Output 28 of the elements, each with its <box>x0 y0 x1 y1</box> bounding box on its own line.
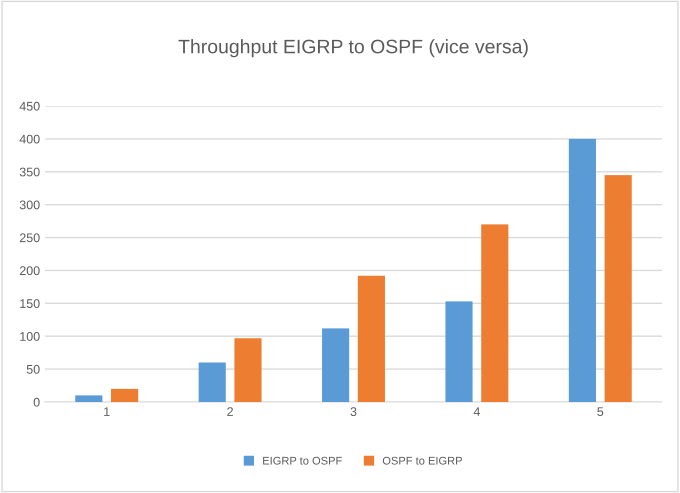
bar <box>604 175 632 402</box>
bar <box>568 138 596 402</box>
y-tick-label: 400 <box>20 134 40 144</box>
y-tick-label: 350 <box>20 168 40 176</box>
y-tick-label: 0 <box>34 398 40 407</box>
y-tick-label: 100 <box>20 332 40 341</box>
bar <box>234 338 262 402</box>
y-tick-label: 50 <box>26 364 40 374</box>
y-tick-label: 150 <box>20 299 40 308</box>
bar <box>481 224 508 402</box>
y-tick-label: 200 <box>20 266 40 276</box>
x-tick-label: 4 <box>474 407 480 416</box>
x-tick-label: 3 <box>350 407 356 416</box>
legend-label: EIGRP to OSPF <box>263 456 342 465</box>
bar <box>445 301 473 402</box>
chart-title: Throughput EIGRP to OSPF (vice versa) <box>178 39 528 58</box>
bar <box>75 395 102 402</box>
y-tick-label: 300 <box>20 200 40 210</box>
y-tick-label: 250 <box>20 233 40 242</box>
bar <box>198 362 226 402</box>
x-tick-label: 1 <box>104 407 110 416</box>
bar <box>358 276 385 402</box>
x-tick-label: 5 <box>597 407 604 416</box>
y-tick-label: 450 <box>20 102 40 111</box>
bar <box>322 328 350 402</box>
legend-label: OSPF to EIGRP <box>382 456 462 465</box>
x-tick-label: 2 <box>227 407 233 416</box>
bar <box>111 388 138 402</box>
